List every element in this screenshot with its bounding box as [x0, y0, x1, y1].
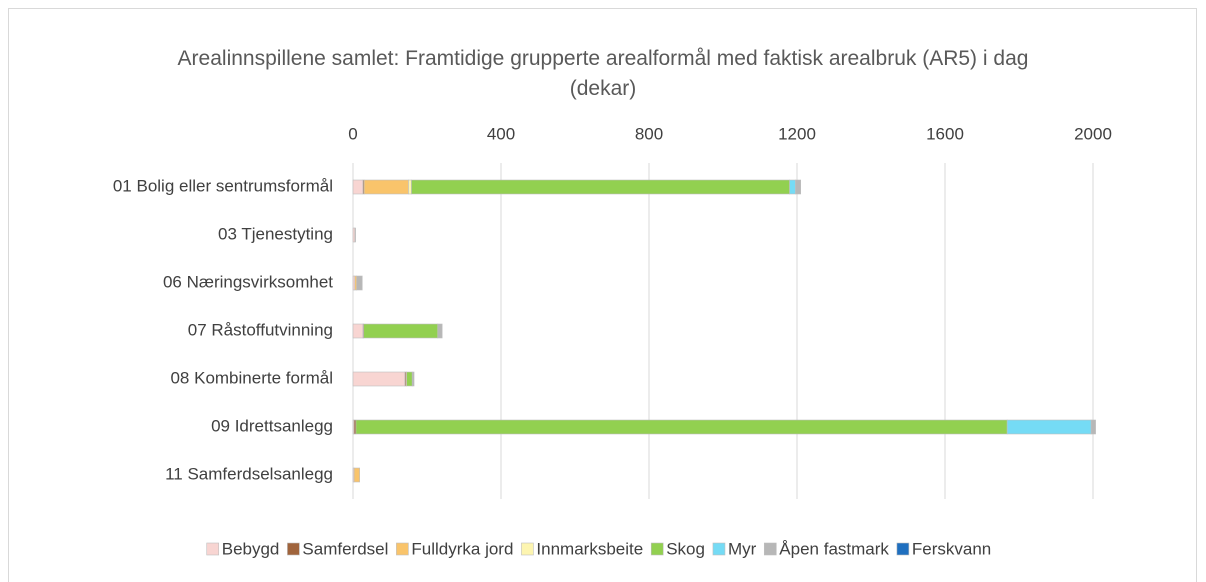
bar-segment	[363, 323, 439, 339]
legend-swatch	[287, 542, 300, 556]
bar-segment	[789, 179, 796, 195]
bar-segment	[352, 323, 364, 339]
bar-segment	[356, 275, 363, 291]
chart-title: Arealinnspillene samlet: Framtidige grup…	[177, 47, 1029, 100]
bar-segment	[411, 371, 415, 387]
legend-label: Bebygd	[222, 539, 280, 558]
title-box: Arealinnspillene samlet: Framtidige grup…	[0, 44, 1206, 104]
bar-segment	[411, 179, 790, 195]
x-tick-label: 800	[635, 124, 663, 143]
legend-swatch	[712, 542, 726, 556]
legend-label: Samferdsel	[302, 539, 388, 558]
bar-segment	[1006, 419, 1092, 435]
y-tick-label: 08 Kombinerte formål	[170, 368, 333, 387]
legend-swatch	[521, 542, 534, 556]
y-tick-label: 09 Idrettsanlegg	[211, 416, 333, 435]
legend-label: Fulldyrka jord	[411, 539, 513, 558]
y-tick-label: 03 Tjenestyting	[218, 224, 333, 243]
bar-segment	[795, 179, 802, 195]
x-tick-label: 400	[487, 124, 515, 143]
legend-label: Åpen fastmark	[779, 539, 889, 558]
legend-label: Ferskvann	[912, 539, 991, 558]
legend-label: Innmarksbeite	[536, 539, 643, 558]
bar-segment	[354, 227, 356, 243]
y-tick-label: 01 Bolig eller sentrumsformål	[113, 176, 333, 195]
bar-segment	[352, 371, 406, 387]
bar-segment	[363, 179, 409, 195]
bar-segment	[1090, 419, 1096, 435]
bar-segment	[352, 179, 364, 195]
bar-segment	[437, 323, 443, 339]
bar-segment	[353, 467, 360, 483]
legend-swatch	[396, 542, 409, 556]
legend-label: Myr	[728, 539, 757, 558]
x-tick-label: 1200	[778, 124, 816, 143]
chart-frame	[8, 8, 1197, 582]
bar-segment	[355, 419, 1008, 435]
legend-swatch	[763, 542, 777, 556]
legend-swatch	[896, 542, 910, 556]
x-tick-label: 0	[348, 124, 357, 143]
x-tick-label: 1600	[926, 124, 964, 143]
bar-segment	[406, 371, 413, 387]
y-tick-label: 11 Samferdselsanlegg	[165, 464, 333, 483]
bar-segment	[408, 179, 412, 195]
x-tick-label: 2000	[1074, 124, 1112, 143]
legend: Bebygd Samferdsel Fulldyrka jord Innmarksbe…	[206, 539, 991, 558]
legend-swatch	[650, 542, 664, 556]
legend-swatch	[206, 542, 220, 556]
y-tick-label: 06 Næringsvirksomhet	[163, 272, 333, 291]
y-tick-label: 07 Råstoffutvinning	[188, 320, 333, 339]
legend-label: Skog	[666, 539, 705, 558]
